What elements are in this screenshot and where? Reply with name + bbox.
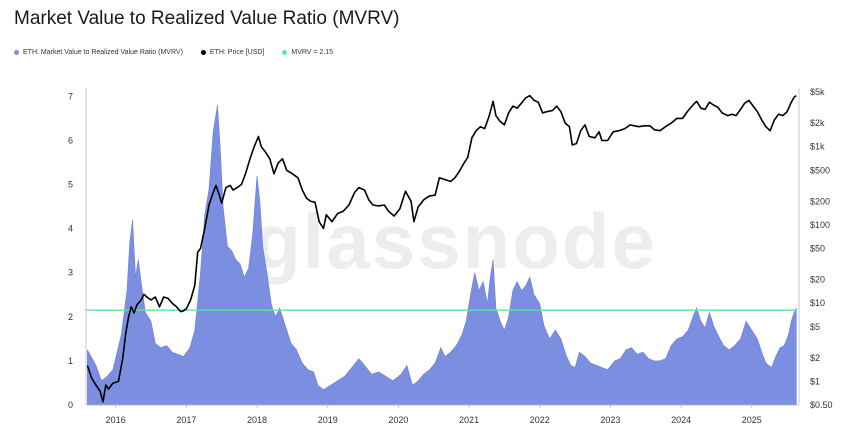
legend-swatch-mvrv [14, 50, 19, 55]
axes-layer: 0 1 2 3 4 5 6 7 $0.50 $1 $2 $5 $10 $20 $50 $100 $200 $500… [68, 87, 833, 425]
chart-title: Market Value to Realized Value Ratio (MV… [14, 8, 400, 29]
y-left-tick-label: 0 [68, 400, 73, 410]
y-right-tick-label: $20 [810, 275, 825, 285]
y-right-tick-label: $10 [810, 298, 825, 308]
x-tick-label: 2017 [176, 415, 196, 425]
y-right-tick-label: $2 [810, 353, 820, 363]
legend-item-mvrv[interactable]: ETH: Market Value to Realized Value Rati… [14, 49, 183, 56]
mvrv-area-layer [87, 105, 797, 406]
y-right-tick-label: $1 [810, 376, 820, 386]
x-tick-label: 2025 [742, 415, 762, 425]
legend-swatch-threshold [282, 50, 288, 55]
y-right-tick-label: $200 [810, 196, 830, 206]
y-left-tick-label: 6 [68, 135, 73, 145]
legend-item-price[interactable]: ETH: Price [USD] [200, 49, 265, 56]
y-right-tick-label: $500 [810, 165, 830, 175]
y-left-tick-label: 3 [68, 268, 73, 278]
y-right-tick-label: $0.50 [810, 400, 833, 410]
legend-label-price: ETH: Price [USD] [209, 49, 265, 56]
mvrv-area [87, 105, 797, 406]
y-left-tick-label: 4 [68, 224, 73, 234]
legend: ETH: Market Value to Realized Value Rati… [14, 49, 333, 56]
x-tick-label: 2019 [318, 415, 338, 425]
legend-item-threshold[interactable]: MVRV = 2.15 [282, 49, 333, 56]
x-tick-label: 2023 [600, 415, 620, 425]
legend-swatch-price [200, 50, 206, 55]
x-tick-label: 2024 [671, 415, 691, 425]
price-line [86, 94, 797, 403]
price-line-layer [86, 94, 797, 403]
y-right-tick-label: $5 [810, 322, 820, 332]
y-right-tick-label: $50 [810, 244, 825, 254]
y-right-tick-label: $1k [810, 142, 825, 152]
x-tick-label: 2018 [247, 415, 267, 425]
y-right-tick-label: $5k [810, 87, 825, 97]
y-left-tick-label: 1 [68, 356, 73, 366]
watermark: glassnode [253, 197, 657, 285]
legend-label-threshold: MVRV = 2.15 [291, 49, 334, 56]
y-right-tick-label: $100 [810, 220, 830, 230]
y-left-tick-label: 5 [68, 180, 73, 190]
x-tick-label: 2016 [106, 415, 126, 425]
legend-label-mvrv: ETH: Market Value to Realized Value Rati… [23, 49, 183, 56]
x-tick-label: 2021 [459, 415, 479, 425]
x-tick-label: 2020 [388, 415, 408, 425]
y-left-tick-label: 2 [68, 312, 73, 322]
x-tick-label: 2022 [530, 415, 550, 425]
y-right-tick-label: $2k [810, 118, 825, 128]
y-left-tick-label: 7 [68, 91, 73, 101]
